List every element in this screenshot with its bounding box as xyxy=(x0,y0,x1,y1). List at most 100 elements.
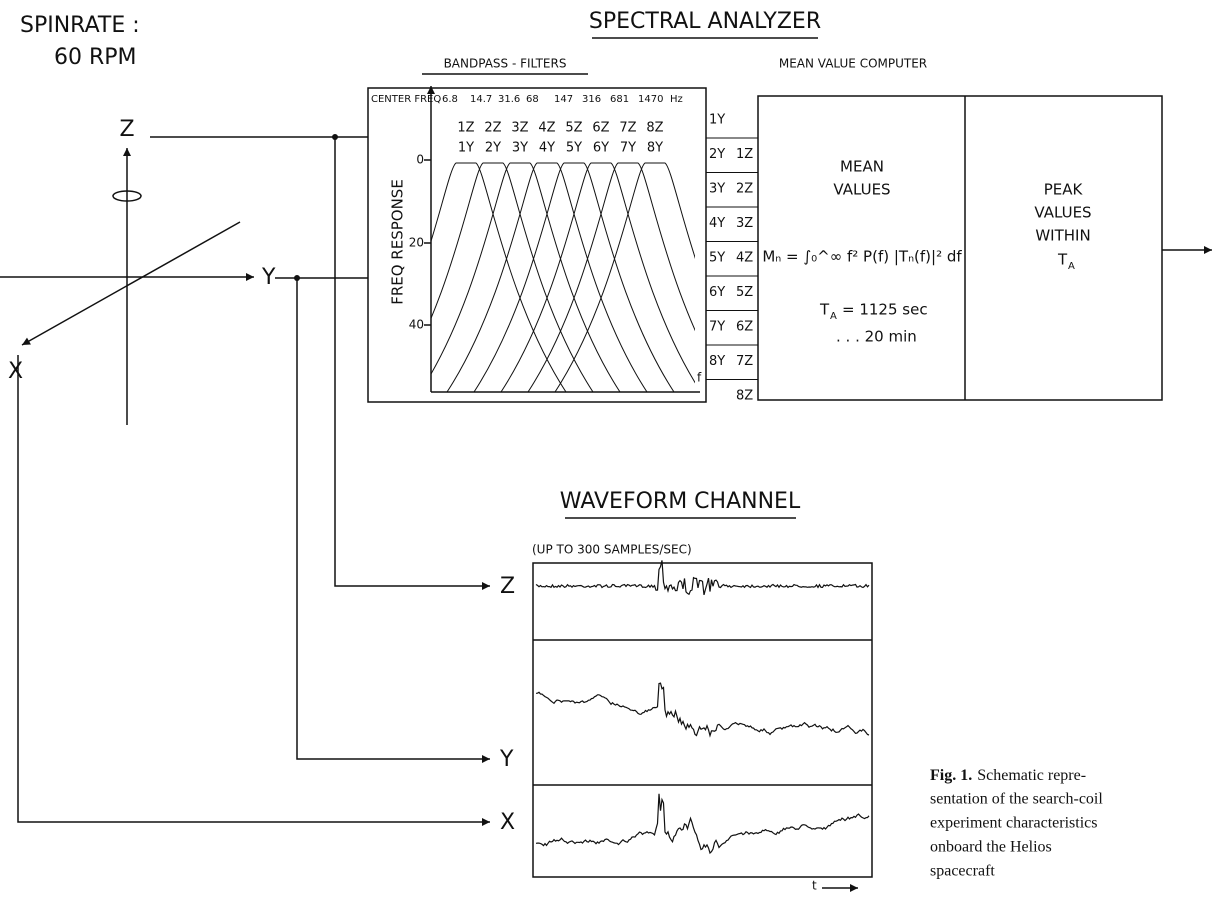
computer-box xyxy=(757,95,1163,401)
y-channel: 7Y xyxy=(620,141,636,156)
center-freq: 6.8 xyxy=(442,94,458,105)
output-z: 4Z xyxy=(736,251,753,266)
peak-ta: T xyxy=(1057,251,1068,269)
output-z: 2Z xyxy=(736,182,753,197)
output-z: 8Z xyxy=(736,389,753,404)
output-z: 3Z xyxy=(736,216,753,231)
spinrate-value: 60 RPM xyxy=(54,45,137,70)
center-freq: 68 xyxy=(526,94,539,105)
z-line xyxy=(334,137,490,590)
center-freq: 681 xyxy=(610,94,629,105)
peak-line: VALUES xyxy=(1034,204,1091,222)
t-label: t xyxy=(812,879,817,893)
peak-ta-sub: A xyxy=(1068,261,1075,272)
z-channel: 5Z xyxy=(565,121,582,136)
z-channel: 4Z xyxy=(538,121,555,136)
filters-title: BANDPASS - FILTERS xyxy=(444,57,567,71)
formula: Mₙ = ∫₀^∞ f² P(f) |Tₙ(f)|² df xyxy=(762,248,962,266)
caption-label: Fig. 1. xyxy=(930,767,972,784)
z-channel: 7Z xyxy=(619,121,636,136)
y-channel: 6Y xyxy=(593,141,609,156)
center-freq: 1470 xyxy=(638,94,663,105)
filter-curve xyxy=(431,162,621,392)
caption-line: sentation of the search-coil xyxy=(930,791,1103,808)
output-y: 3Y xyxy=(709,182,725,197)
computer-title: MEAN VALUE COMPUTER xyxy=(779,57,927,71)
center-freq: 147 xyxy=(554,94,573,105)
y-label: Y xyxy=(261,265,276,290)
z-channel: 8Z xyxy=(646,121,663,136)
output-y: 2Y xyxy=(709,147,725,162)
waveform-title: WAVEFORM CHANNEL xyxy=(560,489,801,514)
x-line xyxy=(17,355,490,826)
output-y: 7Y xyxy=(709,320,725,335)
output-z: 1Z xyxy=(736,147,753,162)
axis-tick-label: 20 xyxy=(409,236,424,250)
filter-box xyxy=(367,87,707,403)
y-channel: 1Y xyxy=(458,141,474,156)
caption-line: Schematic repre- xyxy=(977,767,1086,784)
peak-line: WITHIN xyxy=(1035,227,1090,245)
center-freq-label: CENTER FREQ xyxy=(371,94,441,105)
filter-curve xyxy=(527,162,695,392)
filter-curve xyxy=(500,162,695,392)
filter-curve xyxy=(554,162,695,392)
axis-tick-label: 0 xyxy=(416,153,424,167)
output-y: 5Y xyxy=(709,251,725,266)
y-channel: 4Y xyxy=(539,141,555,156)
ta: T xyxy=(819,301,830,319)
caption-line: experiment characteristics xyxy=(930,815,1097,832)
z-channel: 3Z xyxy=(511,121,528,136)
waveform-trace xyxy=(535,560,870,596)
peak-line: PEAK xyxy=(1044,181,1084,199)
axis-tick-label: 40 xyxy=(409,318,424,332)
caption: Fig. 1. Schematic repre- xyxy=(930,767,1086,784)
y-channel: 3Y xyxy=(512,141,528,156)
mean-line: VALUES xyxy=(833,181,890,199)
y-channel: 8Y xyxy=(647,141,663,156)
z-channel: 2Z xyxy=(484,121,501,136)
f-label: f xyxy=(697,371,702,385)
filter-curve xyxy=(431,162,594,392)
z-label: Z xyxy=(119,117,134,142)
mean-line: MEAN xyxy=(840,158,884,176)
waveform-trace xyxy=(535,793,870,855)
z-channel: 1Z xyxy=(457,121,474,136)
output-y: 1Y xyxy=(709,113,725,128)
output-y: 8Y xyxy=(709,354,725,369)
y-channel: 2Y xyxy=(485,141,501,156)
channel-label: X xyxy=(500,810,515,835)
output-z: 6Z xyxy=(736,320,753,335)
caption-line: spacecraft xyxy=(930,863,995,880)
y-channel: 5Y xyxy=(566,141,582,156)
center-freq: 316 xyxy=(582,94,601,105)
analyzer-title: SPECTRAL ANALYZER xyxy=(589,9,821,34)
ta-sub: A xyxy=(830,311,837,322)
channel-label: Z xyxy=(500,574,515,599)
freq-unit: Hz xyxy=(670,94,683,105)
ta-alt: . . . 20 min xyxy=(836,328,917,346)
caption-line: onboard the Helios xyxy=(930,839,1052,856)
channel-label: Y xyxy=(499,747,514,772)
waveform-trace xyxy=(535,682,870,738)
z-channel: 6Z xyxy=(592,121,609,136)
center-freq: 14.7 xyxy=(470,94,492,105)
axis-label: FREQ RESPONSE xyxy=(389,179,407,305)
output-z: 5Z xyxy=(736,285,753,300)
filter-curve xyxy=(431,162,567,392)
output-y: 6Y xyxy=(709,285,725,300)
ta-value: = 1125 sec xyxy=(842,301,928,319)
waveform-subtitle: (UP TO 300 SAMPLES/SEC) xyxy=(532,543,692,557)
filter-curve xyxy=(446,162,648,392)
y-line xyxy=(296,278,490,763)
spinrate-label: SPINRATE : xyxy=(20,13,140,38)
filter-curve xyxy=(473,162,675,392)
center-freq: 31.6 xyxy=(498,94,520,105)
waveform-box xyxy=(532,562,873,878)
output-z: 7Z xyxy=(736,354,753,369)
x-axis xyxy=(21,221,241,346)
rotation xyxy=(112,190,142,202)
output-y: 4Y xyxy=(709,216,725,231)
x-label: X xyxy=(8,359,23,384)
